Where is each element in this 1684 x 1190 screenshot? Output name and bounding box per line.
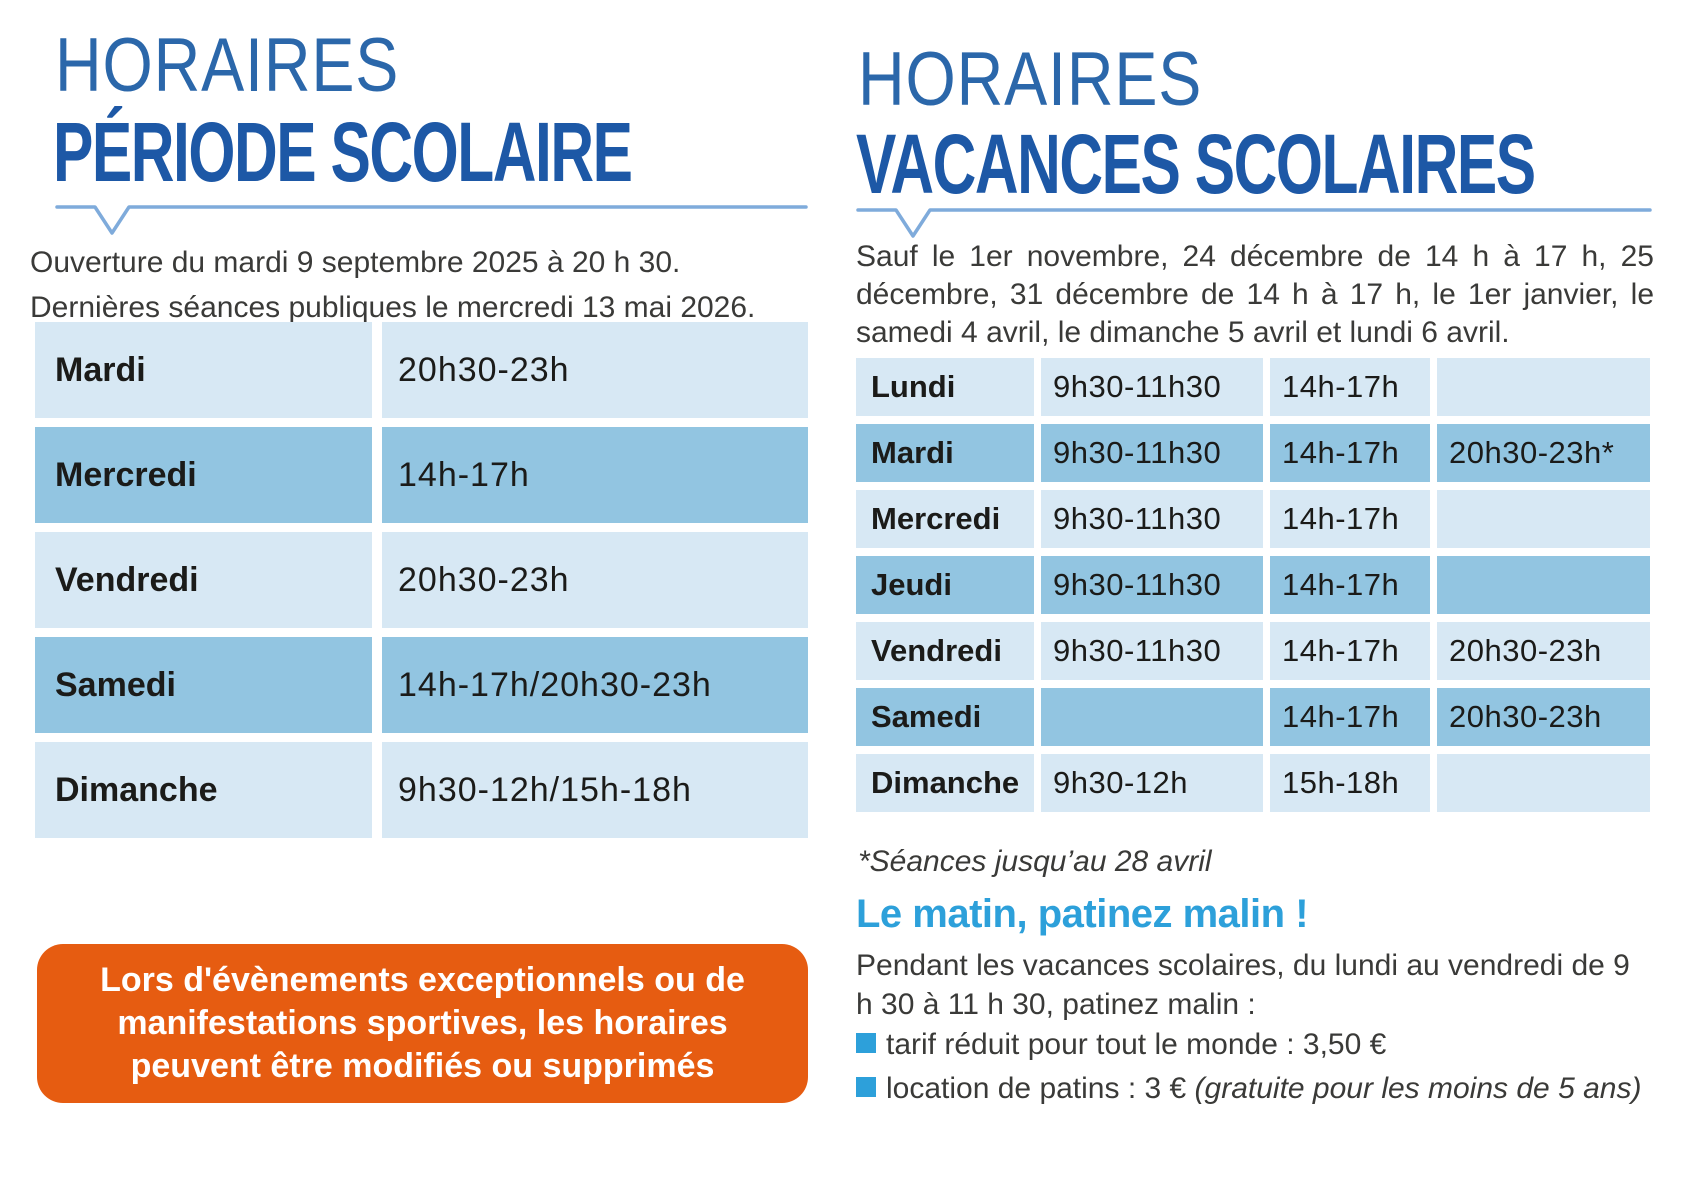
notice-line-2: manifestations sportives, les horaires (117, 1003, 728, 1042)
notice-line-3: peuvent être modifiés ou supprimés (130, 1047, 715, 1086)
evening-cell: 20h30-23h* (1437, 424, 1650, 482)
right-schedule-table: Lundi 9h30-11h30 14h-17h Mardi 9h30-11h3… (856, 358, 1650, 820)
evening-cell (1437, 556, 1650, 614)
table-row: Dimanche 9h30-12h 15h-18h (856, 754, 1650, 812)
time-cell: 9h30-12h/15h-18h (382, 742, 808, 838)
afternoon-cell: 14h-17h (1270, 424, 1430, 482)
evening-cell: 20h30-23h (1437, 622, 1650, 680)
bullet-square-icon (856, 1076, 876, 1097)
morning-cell (1041, 688, 1263, 746)
day-cell: Mardi (856, 424, 1034, 482)
day-cell: Jeudi (856, 556, 1034, 614)
time-cell: 20h30-23h (382, 322, 808, 418)
bullet-square-icon (856, 1033, 876, 1053)
table-row: Mercredi 14h-17h (35, 427, 808, 523)
right-intro-paragraph: Sauf le 1er novembre, 24 décembre de 14 … (856, 240, 1654, 350)
day-cell: Vendredi (856, 622, 1034, 680)
morning-cell: 9h30-11h30 (1041, 622, 1263, 680)
bullet-text-main: location de patins : 3 € (886, 1071, 1195, 1105)
evening-cell (1437, 358, 1650, 416)
day-cell: Mercredi (35, 427, 372, 523)
time-cell: 14h-17h (382, 427, 808, 523)
evening-cell (1437, 754, 1650, 812)
notice-line-1: Lors d'évènements exceptionnels ou de (100, 960, 745, 999)
table-row: Jeudi 9h30-11h30 14h-17h (856, 556, 1650, 614)
morning-cell: 9h30-11h30 (1041, 424, 1263, 482)
evening-cell (1437, 490, 1650, 548)
afternoon-cell: 14h-17h (1270, 490, 1430, 548)
time-cell: 14h-17h/20h30-23h (382, 637, 808, 733)
bullet-text: tarif réduit pour tout le monde : 3,50 € (886, 1026, 1386, 1064)
day-cell: Lundi (856, 358, 1034, 416)
footnote-seances: *Séances jusqu’au 28 avril (858, 845, 1212, 878)
bullet-text-italic: (gratuite pour les moins de 5 ans) (1194, 1071, 1642, 1105)
day-cell: Dimanche (35, 742, 372, 838)
table-row: Mardi 20h30-23h (35, 322, 808, 418)
promo-paragraph: Pendant les vacances scolaires, du lundi… (856, 949, 1630, 1021)
list-item: location de patins : 3 € (gratuite pour … (856, 1070, 1666, 1108)
left-schedule-table: Mardi 20h30-23h Mercredi 14h-17h Vendred… (35, 322, 808, 847)
left-intro-line-1: Ouverture du mardi 9 septembre 2025 à 20… (30, 246, 681, 279)
table-row: Vendredi 20h30-23h (35, 532, 808, 628)
table-row: Samedi 14h-17h 20h30-23h (856, 688, 1650, 746)
time-cell: 20h30-23h (382, 532, 808, 628)
evening-cell: 20h30-23h (1437, 688, 1650, 746)
day-cell: Mercredi (856, 490, 1034, 548)
morning-cell: 9h30-11h30 (1041, 358, 1263, 416)
morning-cell: 9h30-11h30 (1041, 490, 1263, 548)
right-title-vacances-scolaires: VACANCES SCOLAIRES (856, 117, 1536, 211)
left-intro-paragraph: Ouverture du mardi 9 septembre 2025 à 20… (30, 240, 755, 330)
table-row: Mercredi 9h30-11h30 14h-17h (856, 490, 1650, 548)
table-row: Samedi 14h-17h/20h30-23h (35, 637, 808, 733)
table-row: Vendredi 9h30-11h30 14h-17h 20h30-23h (856, 622, 1650, 680)
table-row: Mardi 9h30-11h30 14h-17h 20h30-23h* (856, 424, 1650, 482)
day-cell: Samedi (856, 688, 1034, 746)
table-row: Lundi 9h30-11h30 14h-17h (856, 358, 1650, 416)
day-cell: Dimanche (856, 754, 1034, 812)
left-title-horaires: HORAIRES (55, 23, 400, 108)
right-title-horaires: HORAIRES (858, 37, 1203, 122)
promo-bullet-list: tarif réduit pour tout le monde : 3,50 €… (856, 1026, 1666, 1113)
afternoon-cell: 15h-18h (1270, 754, 1430, 812)
afternoon-cell: 14h-17h (1270, 358, 1430, 416)
bullet-text: location de patins : 3 € (gratuite pour … (886, 1070, 1641, 1108)
day-cell: Mardi (35, 322, 372, 418)
afternoon-cell: 14h-17h (1270, 622, 1430, 680)
right-title-underline-chevron (856, 206, 1652, 242)
list-item: tarif réduit pour tout le monde : 3,50 € (856, 1026, 1666, 1064)
morning-cell: 9h30-12h (1041, 754, 1263, 812)
bullet-text-main: tarif réduit pour tout le monde : 3,50 € (886, 1028, 1387, 1061)
morning-cell: 9h30-11h30 (1041, 556, 1263, 614)
afternoon-cell: 14h-17h (1270, 688, 1430, 746)
day-cell: Vendredi (35, 532, 372, 628)
left-title-underline-chevron (55, 203, 808, 239)
promo-heading: Le matin, patinez malin ! (856, 892, 1309, 936)
notice-banner: Lors d'évènements exceptionnels ou de ma… (37, 944, 808, 1103)
left-intro-line-2: Dernières séances publiques le mercredi … (30, 291, 756, 324)
table-row: Dimanche 9h30-12h/15h-18h (35, 742, 808, 838)
afternoon-cell: 14h-17h (1270, 556, 1430, 614)
day-cell: Samedi (35, 637, 372, 733)
left-title-periode-scolaire: PÉRIODE SCOLAIRE (53, 105, 633, 199)
